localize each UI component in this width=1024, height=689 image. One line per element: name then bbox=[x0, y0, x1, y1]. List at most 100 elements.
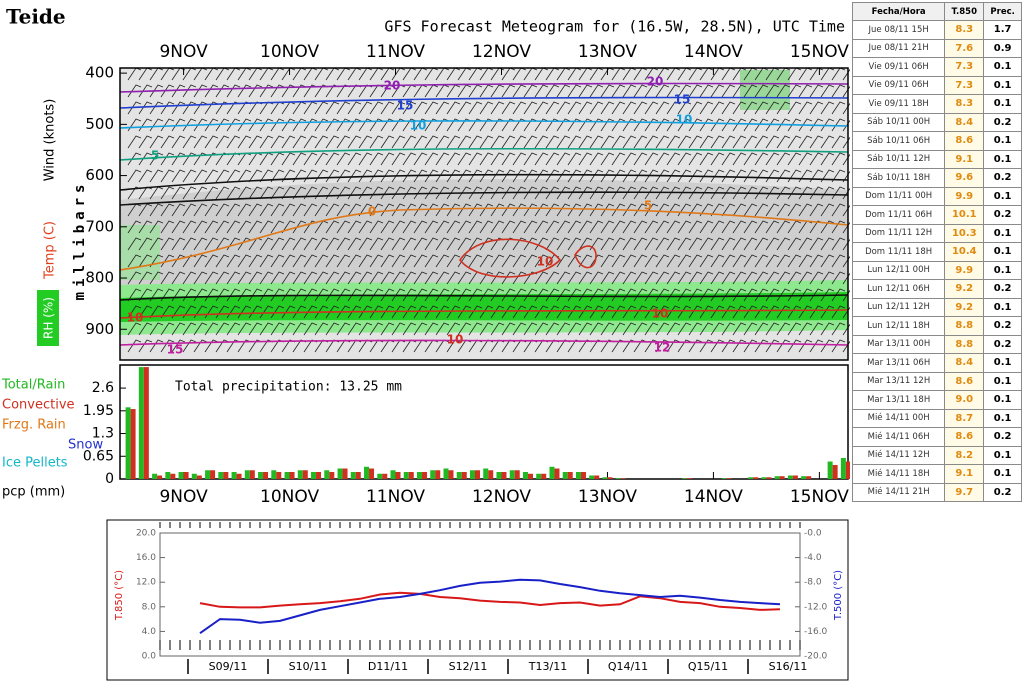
wind-barb bbox=[512, 203, 527, 217]
wind-barb bbox=[611, 271, 626, 285]
table-row: Mar 13/11 06H 8.4 0.1 bbox=[851, 353, 1022, 373]
contour-label: 10 bbox=[537, 255, 554, 269]
wind-barb bbox=[809, 237, 824, 251]
y-tick-label: 4.0 bbox=[142, 627, 157, 637]
wind-barb bbox=[578, 203, 593, 217]
wind-barb bbox=[127, 271, 142, 285]
table-cell: 9.9 bbox=[944, 260, 985, 280]
wind-barb bbox=[259, 271, 274, 285]
bar bbox=[337, 468, 343, 479]
wind-barb bbox=[237, 254, 252, 268]
wind-barb bbox=[160, 84, 175, 98]
bar bbox=[263, 472, 269, 479]
wind-barb bbox=[677, 118, 692, 132]
wind-barb bbox=[534, 135, 549, 149]
table-cell: 8.6 bbox=[944, 371, 985, 391]
wind-barb bbox=[358, 169, 373, 183]
wind-barb bbox=[578, 169, 593, 183]
wind-barb bbox=[171, 254, 186, 268]
wind-barb bbox=[633, 84, 648, 98]
wind-barb bbox=[226, 186, 241, 200]
wind-barb bbox=[479, 254, 494, 268]
wind-barb bbox=[490, 271, 505, 285]
wind-barb bbox=[281, 254, 296, 268]
y-tick-label: 8.0 bbox=[142, 602, 157, 612]
bar bbox=[748, 477, 754, 479]
wind-barb bbox=[303, 118, 318, 132]
wind-barb bbox=[325, 254, 340, 268]
bar bbox=[792, 475, 798, 479]
wind-barb bbox=[754, 237, 769, 251]
wind-barb bbox=[292, 305, 307, 319]
wind-barb bbox=[303, 254, 318, 268]
wind-barb bbox=[809, 271, 824, 285]
wind-barb bbox=[259, 84, 274, 98]
contour-label: 15 bbox=[397, 99, 414, 113]
wind-barb bbox=[380, 101, 395, 115]
wind-barb bbox=[545, 135, 560, 149]
wind-barb bbox=[435, 271, 450, 285]
wind-barb bbox=[644, 186, 659, 200]
wind-barb bbox=[237, 118, 252, 132]
wind-barb bbox=[622, 322, 637, 336]
bar bbox=[236, 473, 242, 479]
wind-barb bbox=[809, 169, 824, 183]
wind-barb bbox=[380, 288, 395, 302]
bar bbox=[541, 473, 547, 479]
wind-barb bbox=[347, 288, 362, 302]
table-cell: Mié 14/11 21H bbox=[851, 482, 946, 502]
wind-barb bbox=[204, 84, 219, 98]
wind-barb bbox=[732, 254, 747, 268]
wind-barb bbox=[281, 186, 296, 200]
header-cell: Prec. bbox=[983, 2, 1022, 21]
wind-barb bbox=[281, 322, 296, 336]
wind-barb bbox=[831, 322, 846, 336]
wind-barb bbox=[138, 84, 153, 98]
table-cell: 8.4 bbox=[944, 112, 985, 132]
wind-barb bbox=[259, 288, 274, 302]
wind-barb bbox=[369, 152, 384, 166]
wind-barb bbox=[732, 237, 747, 251]
wind-barb bbox=[743, 339, 758, 353]
bar bbox=[827, 461, 833, 479]
wind-barb bbox=[402, 152, 417, 166]
wind-barb bbox=[589, 254, 604, 268]
wind-barb bbox=[413, 220, 428, 234]
wind-barb bbox=[787, 152, 802, 166]
wind-barb bbox=[655, 322, 670, 336]
wind-barb bbox=[149, 220, 164, 234]
wind-barb bbox=[820, 271, 835, 285]
wind-barb bbox=[776, 84, 791, 98]
wind-barb bbox=[281, 169, 296, 183]
wind-barb bbox=[567, 84, 582, 98]
wind-barb bbox=[347, 305, 362, 319]
wind-barb bbox=[534, 169, 549, 183]
wind-barb bbox=[160, 135, 175, 149]
wind-barb bbox=[699, 254, 714, 268]
wind-barb bbox=[127, 237, 142, 251]
table-cell: 8.7 bbox=[944, 408, 985, 428]
wind-barb bbox=[501, 186, 516, 200]
contour bbox=[119, 82, 849, 93]
bar bbox=[840, 458, 846, 479]
wind-barb bbox=[809, 339, 824, 353]
wind-barb bbox=[402, 203, 417, 217]
wind-barb bbox=[204, 237, 219, 251]
table-cell: Vie 09/11 06H bbox=[851, 75, 946, 95]
y2-tick-label: -0.0 bbox=[804, 529, 822, 539]
table-cell: 0.1 bbox=[983, 149, 1022, 169]
x-tick-label: 9NOV bbox=[159, 42, 208, 62]
wind-barb bbox=[468, 254, 483, 268]
wind-barb bbox=[644, 271, 659, 285]
table-row: Mar 13/11 18H 9.0 0.1 bbox=[851, 390, 1022, 410]
table-cell: Mié 14/11 06H bbox=[851, 427, 946, 447]
wind-barb bbox=[677, 84, 692, 98]
wind-barb bbox=[380, 237, 395, 251]
bar bbox=[787, 475, 793, 479]
wind-barb bbox=[369, 220, 384, 234]
wind-barb bbox=[138, 135, 153, 149]
wind-barb bbox=[171, 152, 186, 166]
wind-barb bbox=[666, 84, 681, 98]
wind-barb bbox=[666, 118, 681, 132]
wind-barb bbox=[215, 84, 230, 98]
